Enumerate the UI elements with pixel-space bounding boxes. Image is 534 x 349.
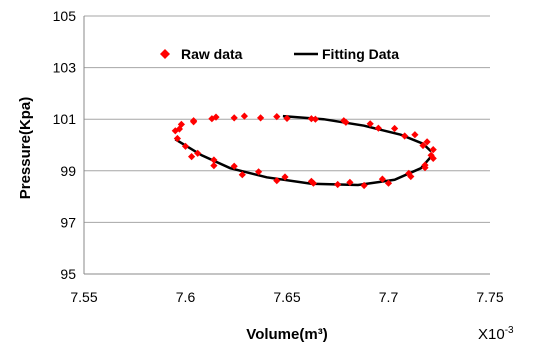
raw-data-point [411, 131, 419, 139]
raw-data-point [230, 114, 238, 122]
axes [83, 16, 490, 275]
raw-data-point [346, 178, 354, 186]
raw-data-point [240, 112, 248, 120]
raw-data-series [171, 112, 437, 190]
raw-data-point [421, 161, 429, 169]
x-tick-label: 7.55 [70, 289, 97, 305]
raw-data-point [230, 162, 238, 170]
x-axis-title: Volume(m³) [246, 326, 327, 343]
raw-data-point [360, 181, 368, 190]
y-tick-label: 101 [53, 111, 77, 127]
legend-raw-label: Raw data [181, 46, 243, 62]
raw-data-point [311, 115, 319, 123]
raw-data-point [342, 118, 350, 126]
raw-data-point [366, 120, 374, 128]
raw-data-point [273, 113, 281, 121]
y-tick-label: 105 [53, 8, 77, 24]
legend: Raw data Fitting Data [160, 46, 399, 62]
x-tick-label: 7.6 [176, 289, 196, 305]
raw-data-point [194, 149, 202, 157]
y-axis-title: Pressure(Kpa) [17, 97, 34, 200]
x-axis-multiplier: X10-3 [478, 325, 514, 343]
raw-data-point [273, 177, 281, 185]
raw-data-point [307, 177, 315, 185]
raw-data-point [378, 175, 386, 183]
raw-data-point [238, 171, 246, 179]
raw-data-point [255, 168, 263, 176]
raw-data-point [423, 138, 431, 146]
tick-labels: 95 97 99 101 103 105 7.55 7.6 7.65 7.7 7.75 [53, 8, 504, 305]
raw-data-point [188, 153, 196, 161]
raw-data-point [374, 124, 382, 132]
raw-data-point [175, 125, 183, 133]
raw-data-point [309, 179, 317, 187]
raw-data-point [212, 113, 220, 121]
raw-data-point [173, 134, 181, 143]
raw-data-point [210, 162, 218, 170]
x-axis-multiplier-base: X10 [478, 326, 505, 343]
y-tick-label: 103 [53, 60, 77, 76]
legend-raw-marker [160, 49, 170, 59]
raw-data-point [307, 115, 315, 123]
raw-data-point [281, 173, 289, 181]
legend-fit-label: Fitting Data [322, 46, 399, 62]
raw-data-point [405, 169, 413, 177]
fitting-curve-upper [282, 114, 432, 153]
x-tick-label: 7.7 [379, 289, 399, 305]
raw-data-point [419, 141, 427, 150]
y-tick-label: 99 [60, 163, 76, 179]
raw-data-point [429, 146, 437, 154]
raw-data-point [257, 114, 265, 122]
raw-data-point [384, 179, 393, 187]
x-tick-label: 7.75 [476, 289, 503, 305]
y-tick-label: 95 [60, 266, 76, 282]
raw-data-point [401, 132, 409, 140]
x-tick-label: 7.65 [273, 289, 300, 305]
raw-data-point [190, 118, 198, 126]
raw-data-point [283, 114, 291, 122]
raw-data-point [391, 124, 399, 133]
raw-data-point [427, 151, 435, 159]
y-tick-label: 97 [60, 214, 76, 230]
raw-data-point [181, 142, 190, 150]
raw-data-point [429, 154, 437, 162]
x-axis-multiplier-exp: -3 [505, 325, 514, 336]
raw-data-point [334, 180, 342, 189]
fitting-data-series [174, 114, 433, 187]
raw-data-point [340, 117, 348, 125]
raw-data-point [210, 156, 218, 164]
